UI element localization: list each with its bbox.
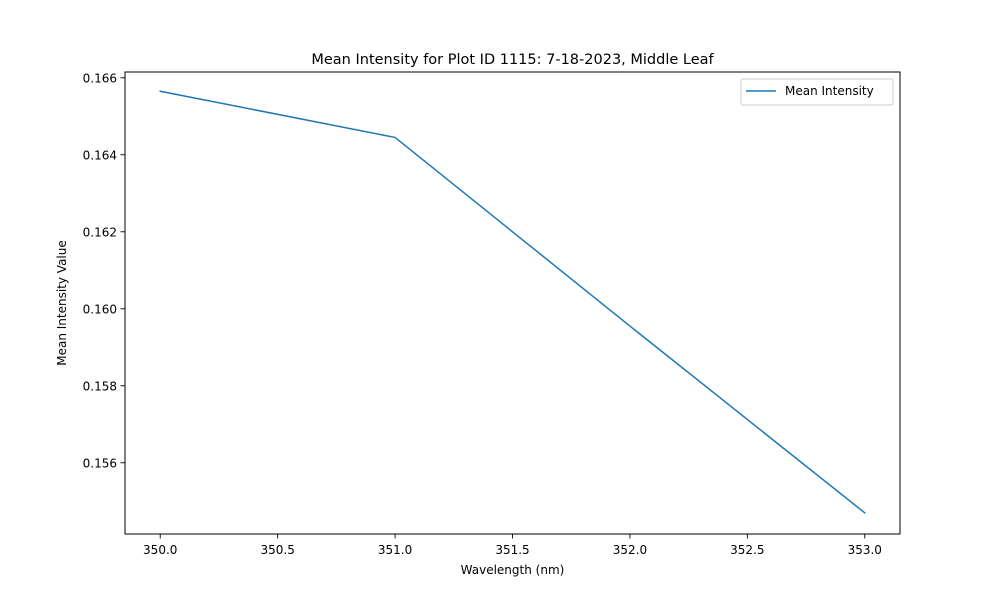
x-tick-label: 350.0 <box>143 543 177 557</box>
legend-box <box>740 78 894 106</box>
series-line-mean-intensity <box>159 90 866 514</box>
y-tick-label: 0.162 <box>83 225 117 239</box>
y-tick-label: 0.164 <box>83 148 117 162</box>
x-tick-label: 351.0 <box>378 543 412 557</box>
x-axis: 350.0 350.5 351.0 351.5 352.0 352.5 353.0 <box>143 534 882 557</box>
legend: Mean Intensity <box>740 78 894 106</box>
y-tick-label: 0.156 <box>83 456 117 470</box>
x-tick-label: 352.0 <box>613 543 647 557</box>
y-axis: 0.156 0.158 0.160 0.162 0.164 0.166 <box>83 71 125 470</box>
x-tick-label: 353.0 <box>848 543 882 557</box>
y-tick-label: 0.158 <box>83 379 117 393</box>
y-axis-label: Mean Intensity Value <box>55 240 69 366</box>
y-tick-label: 0.166 <box>83 71 117 85</box>
legend-label: Mean Intensity <box>785 84 874 98</box>
chart-title: Mean Intensity for Plot ID 1115: 7-18-20… <box>311 52 714 68</box>
x-tick-label: 351.5 <box>495 543 529 557</box>
series-layer <box>159 90 866 514</box>
x-axis-label: Wavelength (nm) <box>461 563 565 577</box>
x-tick-label: 352.5 <box>730 543 764 557</box>
y-tick-label: 0.160 <box>83 302 117 316</box>
plot-area: 350.0 350.5 351.0 351.5 352.0 352.5 353.0 0.15… <box>83 71 901 557</box>
x-tick-label: 350.5 <box>260 543 294 557</box>
